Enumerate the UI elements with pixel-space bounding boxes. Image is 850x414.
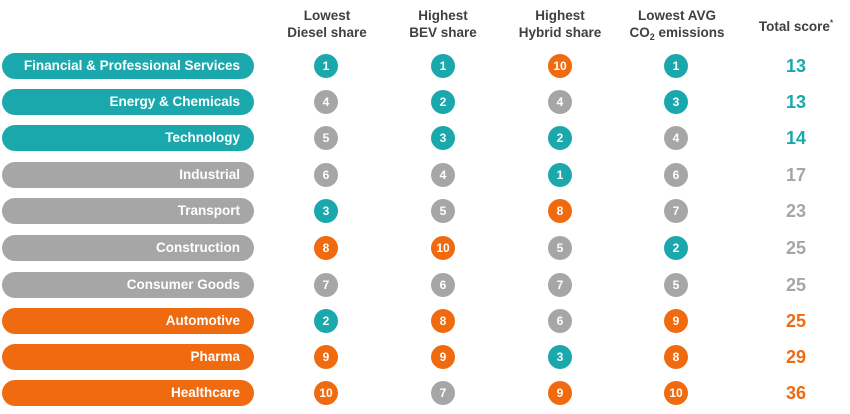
rank-dot: 10	[314, 381, 338, 405]
table-row: Consumer Goods 7 6 7 5 25	[0, 271, 850, 299]
table-row: Pharma 9 9 3 8 29	[0, 343, 850, 371]
table-row: Transport 3 5 8 7 23	[0, 197, 850, 225]
table-row: Technology 5 3 2 4 14	[0, 124, 850, 152]
header-total: Total score*	[741, 18, 850, 35]
rank-dot: 2	[664, 236, 688, 260]
rank-dot: 4	[431, 163, 455, 187]
rank-dot: 10	[664, 381, 688, 405]
sector-pill: Healthcare	[2, 380, 254, 406]
rank-dot: 7	[664, 199, 688, 223]
header-co2-line1: Lowest AVG	[637, 8, 716, 23]
rank-dot: 6	[548, 309, 572, 333]
rank-dot: 8	[664, 345, 688, 369]
total-score: 36	[785, 383, 807, 403]
sector-pill: Technology	[2, 125, 254, 151]
rank-dot: 9	[314, 345, 338, 369]
total-score: 13	[785, 92, 807, 112]
total-score: 23	[785, 201, 807, 221]
header-bev: Highest BEV share	[378, 7, 508, 41]
rank-dot: 7	[548, 273, 572, 297]
total-score: 25	[785, 311, 807, 331]
rank-dot: 1	[314, 54, 338, 78]
header-co2-rest: emissions	[654, 25, 725, 40]
header-co2-line2: CO2 emissions	[612, 24, 742, 42]
rank-dot: 2	[548, 126, 572, 150]
rank-dot: 1	[548, 163, 572, 187]
total-score: 25	[785, 238, 807, 258]
rank-dot: 8	[548, 199, 572, 223]
header-hybrid: Highest Hybrid share	[495, 7, 625, 41]
header-total-asterisk: *	[829, 18, 834, 28]
rank-dot: 6	[664, 163, 688, 187]
total-score: 17	[785, 165, 807, 185]
table-row: Automotive 2 8 6 9 25	[0, 307, 850, 335]
header-diesel-line2: Diesel share	[287, 25, 367, 40]
header-hybrid-line2: Hybrid share	[518, 25, 602, 40]
table-row: Construction 8 10 5 2 25	[0, 234, 850, 262]
rank-dot: 5	[664, 273, 688, 297]
rank-dot: 10	[431, 236, 455, 260]
rank-dot: 6	[431, 273, 455, 297]
header-co2: Lowest AVG CO2 emissions	[612, 7, 742, 42]
total-score: 13	[785, 56, 807, 76]
rank-dot: 6	[314, 163, 338, 187]
header-diesel-line1: Lowest	[303, 8, 351, 23]
sector-pill: Pharma	[2, 344, 254, 370]
header-hybrid-line1: Highest	[535, 8, 585, 23]
rank-dot: 4	[664, 126, 688, 150]
rank-dot: 5	[548, 236, 572, 260]
rank-dot: 1	[664, 54, 688, 78]
sector-pill: Financial & Professional Services	[2, 53, 254, 79]
sector-pill: Transport	[2, 198, 254, 224]
rank-dot: 1	[431, 54, 455, 78]
rank-dot: 3	[431, 126, 455, 150]
rank-dot: 7	[314, 273, 338, 297]
header-co2-co: CO	[629, 25, 650, 40]
rank-dot: 4	[314, 90, 338, 114]
table-row: Financial & Professional Services 1 1 10…	[0, 52, 850, 80]
rank-dot: 8	[431, 309, 455, 333]
rank-dot: 8	[314, 236, 338, 260]
header-bev-line2: BEV share	[409, 25, 477, 40]
total-score: 14	[785, 128, 807, 148]
rank-dot: 9	[664, 309, 688, 333]
sector-pill: Construction	[2, 235, 254, 261]
header-total-label: Total score	[758, 19, 830, 34]
header-bev-line1: Highest	[418, 8, 468, 23]
rank-dot: 4	[548, 90, 572, 114]
sector-pill: Energy & Chemicals	[2, 89, 254, 115]
rank-dot: 2	[431, 90, 455, 114]
rank-dot: 3	[664, 90, 688, 114]
rank-dot: 10	[548, 54, 572, 78]
rank-dot: 5	[314, 126, 338, 150]
table-row: Healthcare 10 7 9 10 36	[0, 379, 850, 407]
rank-dot: 9	[548, 381, 572, 405]
sector-pill: Automotive	[2, 308, 254, 334]
total-score: 29	[785, 347, 807, 367]
sector-pill: Industrial	[2, 162, 254, 188]
header-co2-subscript: 2	[649, 32, 655, 42]
rank-dot: 7	[431, 381, 455, 405]
header-diesel: Lowest Diesel share	[262, 7, 392, 41]
table-row: Industrial 6 4 1 6 17	[0, 161, 850, 189]
table-row: Energy & Chemicals 4 2 4 3 13	[0, 88, 850, 116]
rank-dot: 2	[314, 309, 338, 333]
total-score: 25	[785, 275, 807, 295]
sector-pill: Consumer Goods	[2, 272, 254, 298]
rank-dot: 5	[431, 199, 455, 223]
rank-dot: 3	[548, 345, 572, 369]
rank-dot: 3	[314, 199, 338, 223]
rank-dot: 9	[431, 345, 455, 369]
